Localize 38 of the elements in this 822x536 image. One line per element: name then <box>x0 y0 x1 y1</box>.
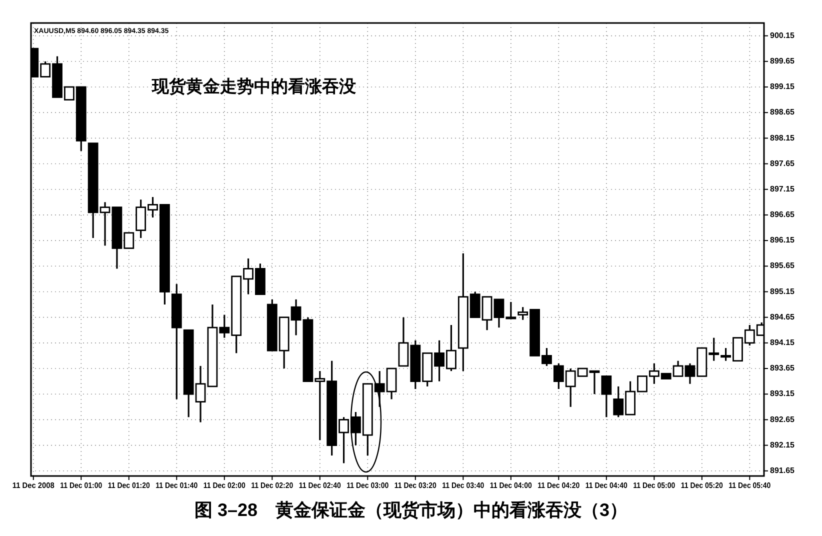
y-tick-label: 898.65 <box>770 108 796 117</box>
x-tick-label: 11 Dec 02:20 <box>251 481 300 490</box>
x-tick-label: 11 Dec 03:00 <box>346 481 395 490</box>
x-tick-label: 11 Dec 02:00 <box>203 481 252 490</box>
y-tick-label: 900.15 <box>770 30 796 40</box>
x-tick-label: 11 Dec 01:40 <box>156 481 204 490</box>
y-tick-label: 894.15 <box>770 338 796 348</box>
y-tick-label: 891.65 <box>770 466 796 475</box>
x-tick-label: 11 Dec 04:40 <box>585 481 634 490</box>
text: 图 3–28 黄金保证金（现货市场）中的看涨吞没（3） <box>194 500 628 520</box>
y-tick-label: 898.15 <box>770 133 796 142</box>
x-tick-label: 11 Dec 03:20 <box>394 481 442 490</box>
y-tick-label: 894.65 <box>770 312 796 322</box>
x-tick-label: 11 Dec 02:40 <box>298 481 347 490</box>
x-tick-label: 11 Dec 03:40 <box>442 481 490 490</box>
annotation: 现货黄金走势中的看涨吞没 <box>151 77 356 96</box>
x-tick-label: 11 Dec 2008 <box>12 481 58 490</box>
y-tick-label: 892.65 <box>770 414 796 424</box>
y-tick-label: 895.65 <box>770 261 796 270</box>
x-tick-label: 11 Dec 01:00 <box>60 481 108 490</box>
y-tick-label: 893.15 <box>770 389 796 398</box>
x-tick-label: 11 Dec 04:00 <box>490 481 538 490</box>
y-tick-label: 896.65 <box>770 210 796 220</box>
candlestick <box>601 375 612 418</box>
candlestick <box>589 370 600 395</box>
y-tick-label: 895.15 <box>770 286 796 296</box>
y-tick-label: 899.15 <box>770 82 796 92</box>
y-tick-label: 893.65 <box>770 364 796 373</box>
y-tick-label: 899.65 <box>770 56 796 66</box>
x-tick-label: 11 Dec 05:20 <box>680 481 729 490</box>
y-tick-label: 897.15 <box>770 184 796 194</box>
x-tick-label: 11 Dec 01:20 <box>108 481 156 490</box>
x-tick-label: 11 Dec 05:40 <box>728 481 777 490</box>
y-tick-label: 892.15 <box>770 440 796 450</box>
x-tick-label: 11 Dec 05:00 <box>633 481 682 490</box>
x-tick-label: 11 Dec 04:20 <box>538 481 586 490</box>
y-tick-label: 896.15 <box>770 236 796 245</box>
y-tick-label: 897.65 <box>770 158 796 168</box>
